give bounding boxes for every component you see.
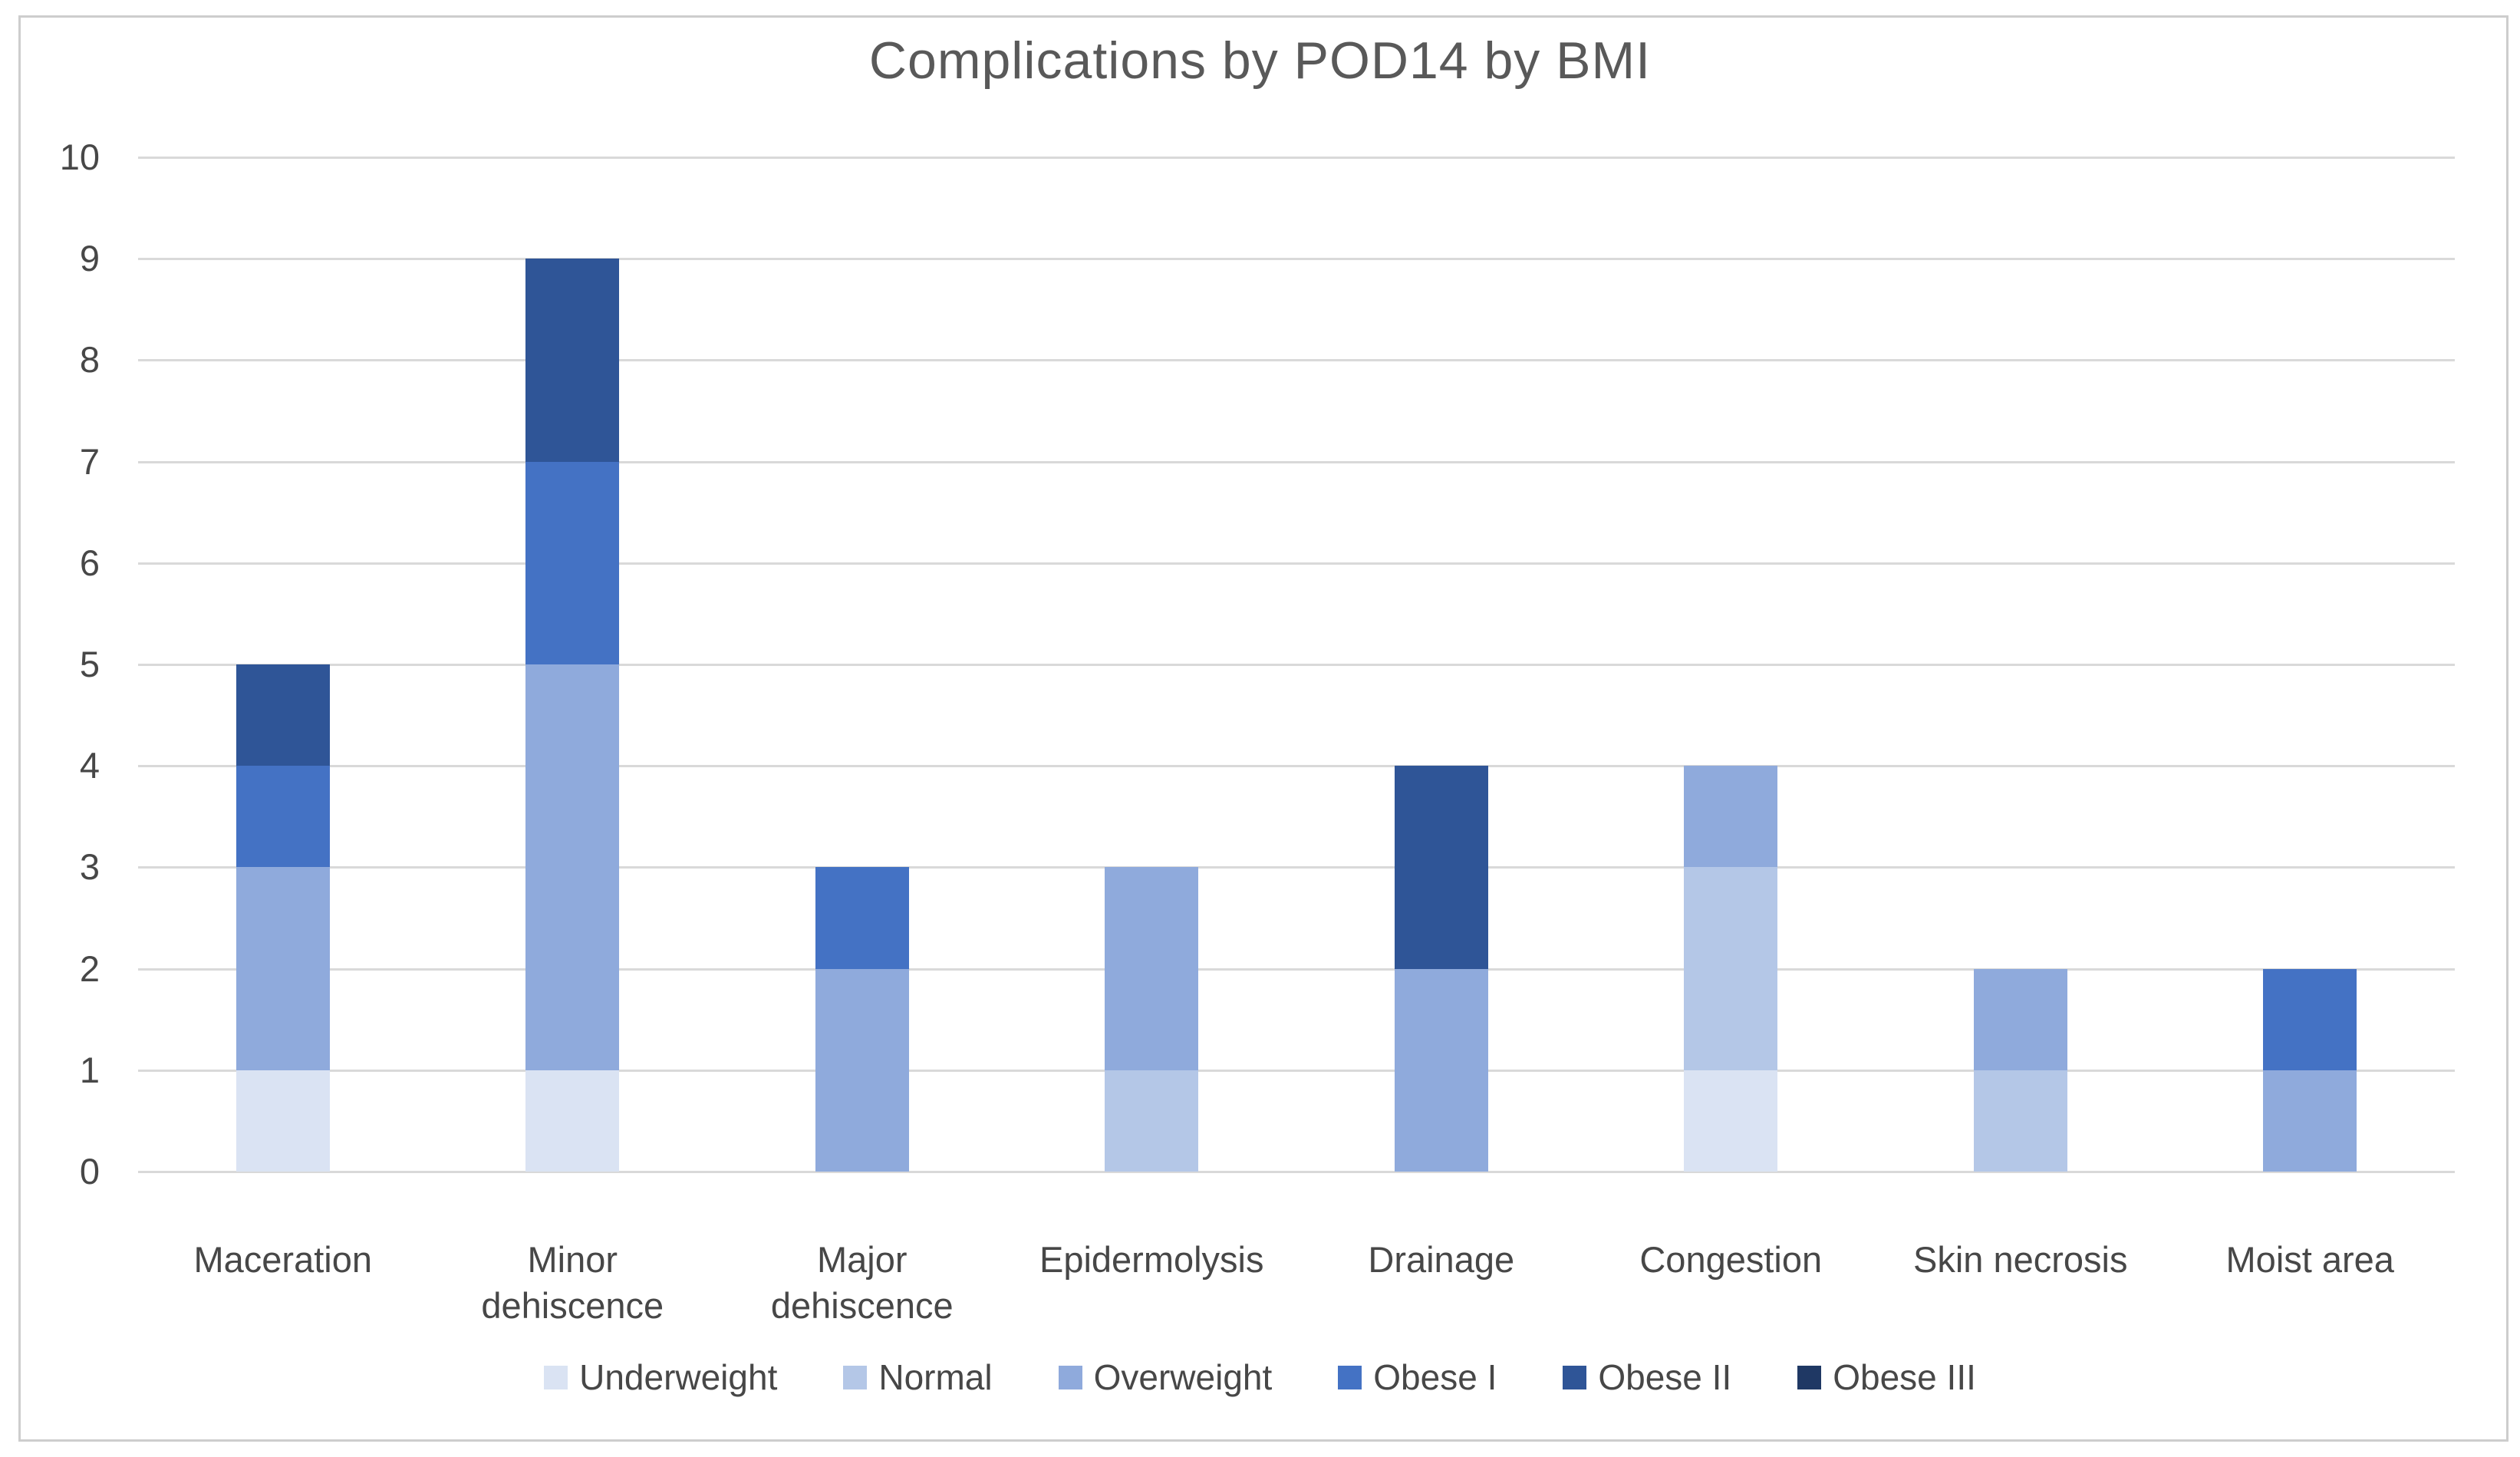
legend-item-obese-i: Obese I: [1338, 1356, 1497, 1398]
legend-item-underweight: Underweight: [544, 1356, 777, 1398]
bar-segment-maceration-obese-ii: [236, 664, 330, 766]
legend-label-underweight: Underweight: [579, 1357, 778, 1397]
bar-segment-minor-dehiscence-obese-ii: [525, 259, 620, 462]
y-tick-label: 5: [79, 644, 100, 684]
bar-segment-drainage-overweight: [1394, 968, 1488, 1172]
figure-border: [18, 15, 2508, 1442]
bar-segment-moist-area-obese-i: [2263, 968, 2357, 1070]
x-category-label-minor-dehiscence: Minor dehiscence: [481, 1239, 664, 1326]
bar-segment-congestion-underweight: [1684, 1070, 1778, 1172]
y-tick-label: 8: [79, 339, 100, 381]
bar-segment-moist-area-overweight: [2263, 1070, 2357, 1172]
legend-item-normal: Normal: [843, 1356, 993, 1398]
bar-segment-maceration-underweight: [236, 1070, 330, 1172]
legend-label-obese-i: Obese I: [1373, 1357, 1497, 1397]
bar-segment-minor-dehiscence-underweight: [525, 1070, 620, 1172]
legend-swatch-normal: [843, 1365, 868, 1389]
gridline: [138, 765, 2455, 768]
x-category-label-maceration: Maceration: [193, 1239, 373, 1280]
chart-title: Complications by POD14 by BMI: [868, 31, 1652, 90]
chart-legend: Underweight Normal Overweight Obese I Obese …: [0, 1350, 2520, 1404]
legend-swatch-obese-ii: [1563, 1365, 1587, 1389]
bar-segment-drainage-obese-ii: [1394, 766, 1488, 969]
y-tick-label: 4: [79, 745, 100, 786]
x-category-label-skin-necrosis: Skin necrosis: [1913, 1239, 2128, 1280]
bar-segment-epidermolysis-normal: [1105, 1070, 1199, 1172]
legend-item-overweight: Overweight: [1058, 1356, 1273, 1398]
y-tick-label: 3: [79, 846, 100, 888]
legend-swatch-obese-i: [1338, 1365, 1362, 1389]
legend-label-obese-iii: Obese III: [1833, 1357, 1976, 1397]
legend-swatch-obese-iii: [1797, 1365, 1822, 1389]
bar-segment-congestion-overweight: [1684, 766, 1778, 868]
gridline: [138, 1171, 2455, 1173]
gridline: [138, 258, 2455, 261]
legend-swatch-overweight: [1058, 1365, 1082, 1389]
gridline: [138, 967, 2455, 971]
x-category-label-epidermolysis: Epidermolysis: [1039, 1239, 1264, 1280]
gridline: [138, 359, 2455, 362]
gridline: [138, 562, 2455, 565]
y-tick-label: 2: [79, 948, 100, 989]
x-category-label-moist-area: Moist area: [2225, 1239, 2394, 1280]
y-tick-label: 9: [79, 238, 100, 279]
legend-label-normal: Normal: [878, 1357, 993, 1397]
bar-segment-minor-dehiscence-obese-i: [525, 461, 620, 664]
bar-segment-major-dehiscence-obese-i: [815, 867, 909, 969]
bar-segment-skin-necrosis-overweight: [1973, 968, 2067, 1070]
x-category-label-congestion: Congestion: [1639, 1239, 1823, 1280]
y-tick-label: 10: [59, 137, 100, 177]
legend-item-obese-iii: Obese III: [1797, 1356, 1976, 1398]
bar-segment-skin-necrosis-normal: [1973, 1070, 2067, 1172]
bar-segment-maceration-overweight: [236, 867, 330, 1070]
legend-swatch-underweight: [544, 1365, 568, 1389]
bar-segment-major-dehiscence-overweight: [815, 968, 909, 1172]
y-tick-label: 7: [79, 440, 100, 482]
legend-label-overweight: Overweight: [1093, 1357, 1273, 1397]
legend-item-obese-ii: Obese II: [1563, 1356, 1731, 1398]
x-category-label-drainage: Drainage: [1368, 1239, 1515, 1280]
y-tick-label: 1: [79, 1049, 100, 1090]
bar-segment-epidermolysis-overweight: [1105, 867, 1199, 1070]
gridline: [138, 664, 2455, 666]
gridline: [138, 460, 2455, 463]
y-tick-label: 6: [79, 542, 100, 583]
bar-segment-minor-dehiscence-overweight: [525, 664, 620, 1070]
gridline: [138, 157, 2455, 159]
y-tick-label: 0: [79, 1151, 100, 1192]
bar-segment-congestion-normal: [1684, 867, 1778, 1070]
legend-label-obese-ii: Obese II: [1598, 1357, 1732, 1397]
gridline: [138, 1069, 2455, 1072]
x-category-label-major-dehiscence: Major dehiscence: [770, 1239, 954, 1326]
bar-segment-maceration-obese-i: [236, 766, 330, 868]
gridline: [138, 866, 2455, 869]
